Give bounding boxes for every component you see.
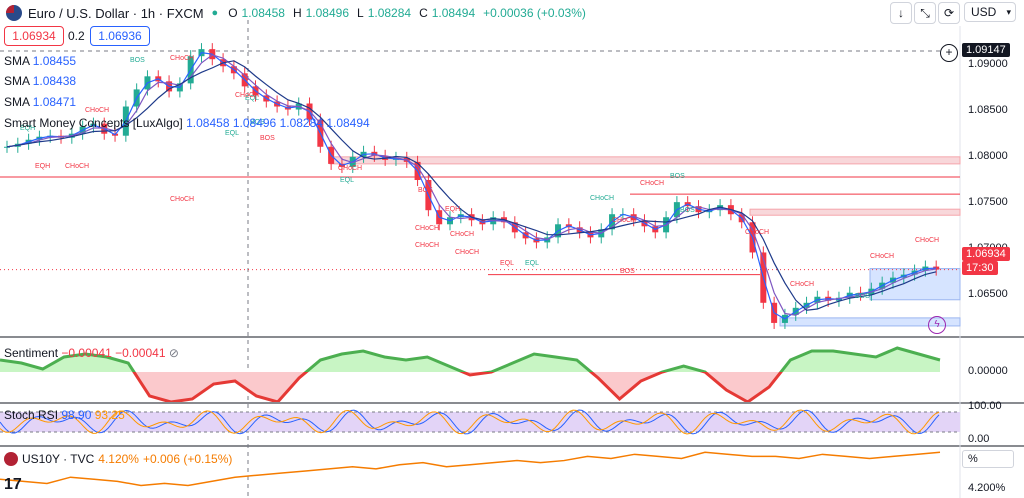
smc-annotation: EQL <box>340 177 354 184</box>
stoch-d-line <box>0 409 940 435</box>
candle-body <box>4 146 10 148</box>
smc-annotation: CHoCH <box>235 92 259 99</box>
smc-annotation: CHoCH <box>915 237 939 244</box>
smc-annotation: CHoCH <box>338 165 362 172</box>
sell-price-button[interactable]: 1.06934 <box>4 26 64 46</box>
symbol-title[interactable]: Euro / U.S. Dollar · 1h · FXCM <box>28 5 204 21</box>
smc-annotation: CHoCH <box>790 281 814 288</box>
smc-annotation: BOS <box>418 187 433 194</box>
lightning-icon[interactable]: ϟ <box>928 316 946 334</box>
stoch-rsi-legend[interactable]: Stoch RSI 98.90 93.25 <box>4 408 125 422</box>
demand-zone <box>779 317 961 327</box>
stoch-axis-top: 100.00 <box>968 400 1002 412</box>
sentiment-line-negative <box>132 372 783 402</box>
price-tick: 1.07500 <box>968 196 1008 208</box>
supply-zone <box>749 208 961 216</box>
refresh-icon[interactable]: ⟳ <box>938 2 960 24</box>
ohlc-readout: O 1.08458 H 1.08496 L 1.08284 C 1.08494 +0.0… <box>228 6 586 20</box>
smc-annotation: CHoCH <box>65 163 89 170</box>
sma-legend-1[interactable]: SMA 1.08455 <box>4 54 77 68</box>
chevron-down-icon: ▾ <box>1006 6 1011 17</box>
us10y-line <box>0 451 941 487</box>
arrow-down-icon[interactable]: ↓ <box>890 2 912 24</box>
stoch-band <box>0 412 960 432</box>
smc-annotation: CHoCH <box>455 249 479 256</box>
smc-annotation: CHoCH <box>170 196 194 203</box>
smc-annotation: CHoCH <box>85 107 109 114</box>
chart-header: Euro / U.S. Dollar · 1h · FXCM ● O 1.0845… <box>0 0 1024 26</box>
smc-annotation: EQH <box>35 163 50 170</box>
sentiment-line-positive <box>0 346 941 372</box>
smc-annotation: CHoCH <box>612 217 636 224</box>
smc-annotation: BOS <box>680 207 695 214</box>
smc-annotation: EQL <box>245 95 259 102</box>
price-tick: 1.06500 <box>968 288 1008 300</box>
eurusd-flag-icon <box>6 5 22 21</box>
stoch-axis-bottom: 0.00 <box>968 433 990 445</box>
sentiment-positive-area <box>0 348 940 372</box>
currency-select[interactable]: USD ▾ <box>964 2 1016 22</box>
smc-annotation: EQL <box>525 260 539 267</box>
smc-annotation: EQL <box>225 130 239 137</box>
sentiment-legend[interactable]: Sentiment −0.00041 −0.00041 ⊘ <box>4 346 179 360</box>
sma-line-2 <box>6 54 937 316</box>
add-alert-icon[interactable]: + <box>940 44 958 62</box>
spread-value: 0.2 <box>68 29 85 43</box>
collapse-icon[interactable]: ⤡ <box>914 2 936 24</box>
smc-annotation: CHoCH <box>590 195 614 202</box>
smc-annotation: CHoCH <box>415 225 439 232</box>
price-tick: 1.09000 <box>968 58 1008 70</box>
smc-annotation: CHoCH <box>640 180 664 187</box>
smc-annotation: CHoCH <box>870 253 894 260</box>
sma-line-3 <box>6 60 937 311</box>
smc-legend[interactable]: Smart Money Concepts [LuxAlgo] 1.08458 1… <box>4 116 370 130</box>
supply-zone <box>329 156 961 165</box>
tradingview-logo: 17 <box>4 476 22 493</box>
crosshair-price-tag: 1.09147 <box>962 43 1010 57</box>
change-readout: +0.00036 (+0.03%) <box>483 6 586 20</box>
smc-annotation: BOS <box>250 119 265 126</box>
smc-annotation: CHoCH <box>450 231 474 238</box>
bond-unit-select[interactable]: % <box>962 450 1014 468</box>
smc-annotation: EQL <box>500 260 514 267</box>
market-open-dot-icon: ● <box>211 7 219 19</box>
bond-axis-tick: 4.200% <box>968 482 1006 494</box>
sma-legend-3[interactable]: SMA 1.08471 <box>4 95 77 109</box>
us-flag-icon <box>4 452 18 466</box>
smc-annotation: BOS <box>620 268 635 275</box>
smc-annotation: CHoCH <box>170 55 194 62</box>
smc-annotation: EQH <box>20 125 35 132</box>
sma-legend-2[interactable]: SMA 1.08438 <box>4 74 77 88</box>
stoch-k-line <box>0 409 940 435</box>
us10y-legend[interactable]: US10Y · TVC 4.120% +0.006 (+0.15%) <box>4 452 232 466</box>
smc-annotation: BOS <box>855 293 870 300</box>
hide-icon: ⊘ <box>168 346 179 360</box>
sentiment-axis-tick: 0.00000 <box>968 365 1008 377</box>
buy-price-button[interactable]: 1.06936 <box>90 26 150 46</box>
smc-annotation: BOS <box>670 173 685 180</box>
price-tick: 1.08500 <box>968 104 1008 116</box>
smc-annotation: CHoCH <box>415 242 439 249</box>
price-tick: 1.08000 <box>968 150 1008 162</box>
smc-annotation: BOS <box>260 135 275 142</box>
last-price-tag: 1.06934 <box>962 247 1010 261</box>
smc-annotation: CHoCH <box>745 229 769 236</box>
bar-countdown: 17:30 <box>962 261 998 275</box>
smc-annotation: EQH <box>445 206 460 213</box>
smc-annotation: BOS <box>130 57 145 64</box>
